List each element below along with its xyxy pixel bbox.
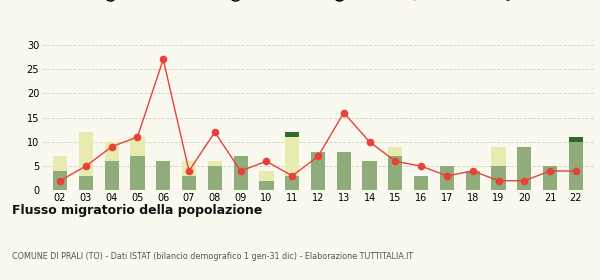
Bar [259,171,274,181]
Text: Flusso migratorio della popolazione: Flusso migratorio della popolazione [12,204,262,217]
Bar [104,142,119,161]
Bar [311,151,325,190]
Bar [440,166,454,190]
Bar [543,166,557,190]
Bar [130,157,145,190]
Bar [156,161,170,190]
Bar [517,147,532,190]
Bar [208,161,222,166]
Bar [285,137,299,176]
Bar [285,176,299,190]
Bar [414,176,428,190]
Bar [491,166,506,190]
Bar [233,157,248,190]
Bar [53,157,67,171]
Bar [182,176,196,190]
Bar [362,161,377,190]
Bar [285,132,299,137]
Bar [569,142,583,190]
Bar [259,181,274,190]
Text: COMUNE DI PRALI (TO) - Dati ISTAT (bilancio demografico 1 gen-31 dic) - Elaboraz: COMUNE DI PRALI (TO) - Dati ISTAT (bilan… [12,252,413,261]
Bar [53,171,67,190]
Bar [182,161,196,176]
Bar [466,171,480,190]
Bar [388,147,403,157]
Bar [104,161,119,190]
Bar [388,157,403,190]
Bar [569,137,583,142]
Bar [130,137,145,157]
Bar [491,147,506,166]
Bar [79,132,93,176]
Bar [337,151,351,190]
Legend: Iscritti (da altri comuni), Iscritti (dall'estero), Iscritti (altri), Cancellati: Iscritti (da altri comuni), Iscritti (da… [103,0,533,4]
Bar [79,176,93,190]
Bar [208,166,222,190]
